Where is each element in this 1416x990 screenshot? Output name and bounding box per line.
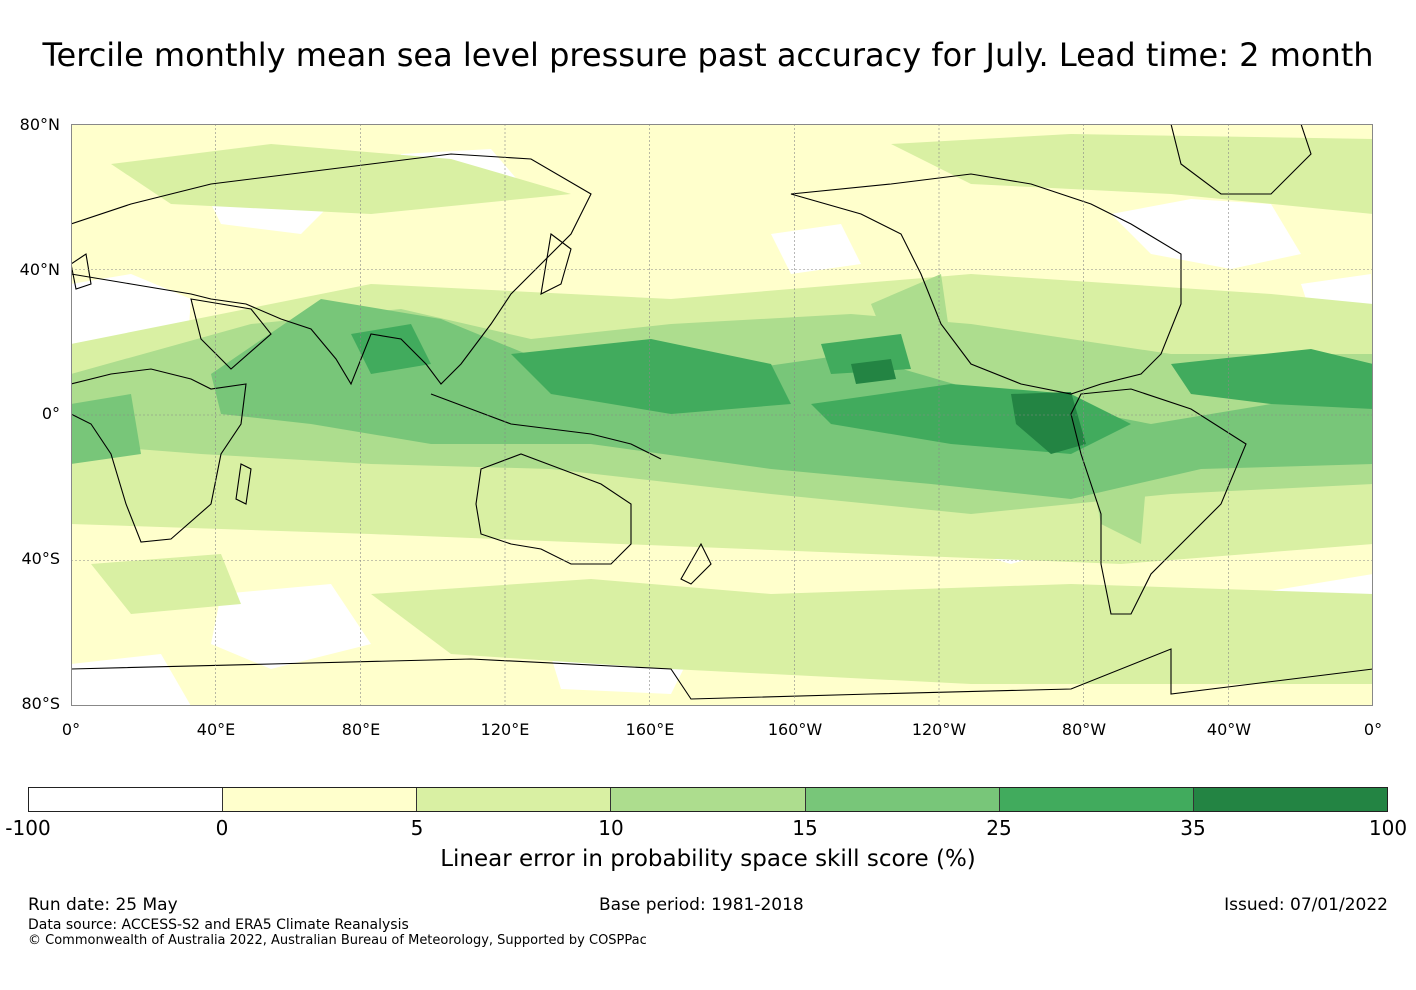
chart-title: Tercile monthly mean sea level pressure …: [42, 36, 1374, 74]
colorbar-tick: 100: [1368, 816, 1408, 840]
colorbar-tick: 35: [1180, 816, 1206, 840]
issued-date: Issued: 07/01/2022: [1224, 895, 1388, 915]
uk-outline: [71, 253, 92, 290]
skill-35-100-areas: [851, 359, 1086, 454]
lat-label-40n: 40°N: [19, 260, 60, 279]
data-source: Data source: ACCESS-S2 and ERA5 Climate …: [28, 917, 409, 933]
colorbar-segment: [223, 788, 418, 811]
map-svg: [71, 124, 1373, 706]
colorbar-tick: 5: [410, 816, 424, 840]
lon-label-80e: 80°E: [341, 720, 381, 739]
lat-label-40s: 40°S: [21, 549, 60, 568]
eurasia-outline: [71, 153, 592, 386]
colorbar-segment: [805, 788, 1000, 811]
lon-label-120w: 120°W: [911, 720, 967, 739]
colorbar-segment: [999, 788, 1194, 811]
gridlines: [71, 124, 1373, 706]
colorbar-tick: 25: [986, 816, 1012, 840]
lat-label-80n: 80°N: [19, 115, 60, 134]
base-period: Base period: 1981-2018: [599, 895, 804, 915]
japan-outline: [540, 233, 572, 295]
colorbar-tick: 0: [215, 816, 229, 840]
skill-score-map: [71, 124, 1373, 706]
colorbar-tick: -100: [5, 816, 51, 840]
antarctica-outline: [71, 648, 1373, 700]
copyright: © Commonwealth of Australia 2022, Austra…: [28, 933, 647, 948]
skill-15-25-areas: [71, 299, 1373, 499]
colorbar-label: Linear error in probability space skill …: [440, 846, 976, 872]
lon-label-80w: 80°W: [1061, 720, 1107, 739]
africa-outline: [71, 368, 247, 543]
colorbar-segment: [1193, 788, 1387, 811]
colorbar-tick: 10: [598, 816, 624, 840]
lon-label-0: 0°: [61, 720, 81, 739]
australia-outline: [475, 453, 632, 565]
lon-label-120e: 120°E: [480, 720, 530, 739]
madagascar-outline: [235, 463, 252, 505]
colorbar-segment: [417, 788, 612, 811]
lon-label-0-right: 0°: [1363, 720, 1383, 739]
indonesia-outline: [430, 393, 662, 460]
lon-label-40e: 40°E: [196, 720, 236, 739]
north-america-outline: [790, 173, 1182, 395]
colorbar-tick: 15: [792, 816, 818, 840]
run-date: Run date: 25 May: [28, 895, 178, 915]
new-zealand-outline: [680, 542, 712, 585]
greenland-outline: [1170, 124, 1312, 195]
lon-label-160e: 160°E: [625, 720, 675, 739]
map-border: [71, 124, 1373, 706]
lon-label-160w: 160°W: [767, 720, 823, 739]
lat-label-80s: 80°S: [21, 694, 60, 713]
lon-label-40w: 40°W: [1206, 720, 1252, 739]
colorbar-segment: [611, 788, 806, 811]
colorbar-segment: [29, 788, 224, 811]
arabia-outline: [190, 298, 272, 370]
colorbar: [28, 787, 1388, 812]
lat-label-equator: 0°: [41, 404, 60, 423]
